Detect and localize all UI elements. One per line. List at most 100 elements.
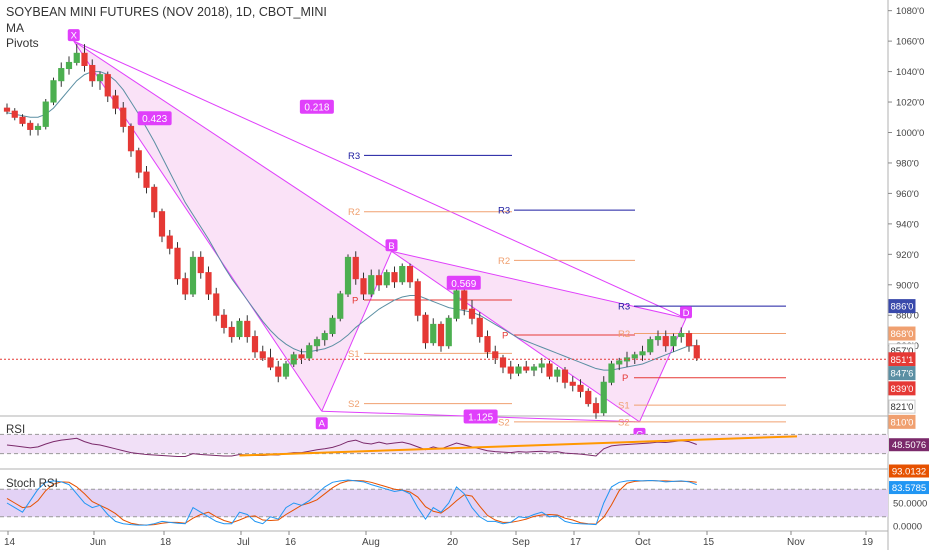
- pivot-level-label: S1: [348, 349, 360, 360]
- price-tick-label: 960'0: [896, 189, 919, 200]
- candle-up: [631, 354, 638, 359]
- pivots-indicator-label[interactable]: Pivots: [6, 36, 39, 50]
- pivot-level-label: P: [352, 296, 358, 307]
- price-tick-label: 880'0: [896, 311, 919, 322]
- candle-down: [197, 256, 204, 274]
- candle-down: [561, 369, 569, 383]
- candle-up: [189, 256, 197, 295]
- candle-down: [220, 314, 228, 328]
- candle-down: [360, 278, 367, 295]
- rsi-band-fill: [0, 434, 888, 454]
- pivot-level-label: R3: [618, 302, 630, 313]
- candle-down: [492, 351, 499, 359]
- candle-down: [213, 293, 220, 316]
- candle-up: [538, 363, 545, 368]
- stoch-value-label: 93.0132: [892, 467, 926, 478]
- pattern-line-bd: [391, 250, 687, 319]
- candle-up: [515, 366, 522, 374]
- candle-down: [120, 107, 127, 127]
- candle-down: [476, 317, 483, 338]
- time-tick-label: Jul: [237, 537, 250, 548]
- time-tick-label: Sep: [512, 537, 530, 548]
- candle-down: [228, 326, 235, 338]
- price-tick-label: 1000'0: [896, 128, 924, 139]
- candle-down: [19, 116, 26, 124]
- price-tag-badge: [888, 399, 916, 414]
- candle-down: [662, 336, 669, 347]
- candle-up: [50, 80, 57, 103]
- price-tick-label: 1040'0: [896, 67, 924, 78]
- price-tick-label: 900'0: [896, 280, 919, 291]
- chart-title: SOYBEAN MINI FUTURES (NOV 2018), 1D, CBO…: [6, 5, 327, 19]
- candle-down: [437, 323, 445, 347]
- candle-down: [499, 357, 507, 368]
- price-tick-label: 1020'0: [896, 98, 924, 109]
- price-tag-label: 857'0: [891, 346, 914, 357]
- candle-down: [158, 211, 166, 237]
- time-tick-label: Nov: [787, 537, 805, 548]
- stoch-value-badge: [889, 481, 929, 495]
- pivot-level-label: R3: [348, 151, 360, 162]
- candle-down: [127, 125, 135, 152]
- stoch-tick-label: 50.0000: [893, 499, 927, 510]
- candle-up: [58, 68, 65, 82]
- price-tag-badge: [888, 352, 916, 367]
- time-tick-label: 19: [862, 537, 874, 548]
- price-tick-label: 980'0: [896, 158, 919, 169]
- candle-up: [383, 272, 390, 286]
- price-tag-badge: [888, 381, 916, 396]
- rsi-value-badge: [889, 438, 929, 452]
- pattern-ratio-label: 1.125: [468, 413, 493, 424]
- time-tick-label: Oct: [635, 537, 651, 548]
- candle-up: [321, 333, 328, 341]
- rsi-value-label: 48.5076: [892, 440, 926, 451]
- pattern-point-badge: [67, 29, 80, 42]
- candle-up: [306, 345, 313, 359]
- candle-down: [577, 384, 584, 392]
- stoch-rsi-panel-label[interactable]: Stoch RSI: [6, 478, 58, 490]
- price-tag-label: 821'0: [891, 402, 914, 413]
- candle-down: [27, 122, 34, 130]
- pattern-ratio-badge: [137, 111, 172, 126]
- pattern-ratio-badge: [463, 409, 498, 424]
- price-tag-badge: [888, 299, 916, 314]
- price-tag-label: 810'0: [891, 417, 914, 428]
- candle-down: [174, 247, 181, 280]
- pivot-level-label: P: [622, 373, 628, 384]
- price-tick-label: 940'0: [896, 219, 919, 230]
- candle-up: [236, 320, 243, 338]
- price-tag-badge: [888, 326, 916, 341]
- candle-down: [244, 320, 251, 338]
- candle-up: [608, 363, 615, 383]
- candle-up: [453, 290, 460, 319]
- candle-up: [600, 381, 607, 414]
- pivot-level-label: R3: [498, 206, 510, 217]
- candle-up: [530, 366, 538, 371]
- candle-down: [275, 366, 282, 377]
- candle-down: [406, 266, 414, 283]
- ma-indicator-label[interactable]: MA: [6, 21, 24, 35]
- price-tag-label: 868'0: [891, 329, 914, 340]
- candle-up: [554, 369, 561, 377]
- candle-down: [11, 110, 18, 118]
- candle-down: [3, 107, 11, 112]
- pivot-level-label: R2: [498, 256, 510, 267]
- candle-down: [693, 345, 700, 359]
- pivot-level-label: S2: [618, 417, 630, 428]
- rsi-panel-label[interactable]: RSI: [6, 424, 26, 436]
- price-tick-label: 1080'0: [896, 6, 924, 17]
- candle-down: [259, 351, 266, 359]
- price-tag-label: 839'0: [891, 384, 914, 395]
- pivot-level-label: R2: [618, 329, 630, 340]
- pivot-level-label: S2: [498, 417, 510, 428]
- time-tick-label: Aug: [362, 537, 380, 548]
- candle-up: [399, 266, 406, 283]
- pattern-ratio-badge: [446, 275, 481, 290]
- candle-up: [337, 293, 344, 319]
- candle-down: [151, 186, 158, 213]
- pattern-ratio-label: 0.423: [142, 114, 167, 125]
- pattern-point-label: X: [71, 31, 78, 42]
- pattern-point-badge: [315, 417, 328, 430]
- candle-down: [592, 403, 600, 414]
